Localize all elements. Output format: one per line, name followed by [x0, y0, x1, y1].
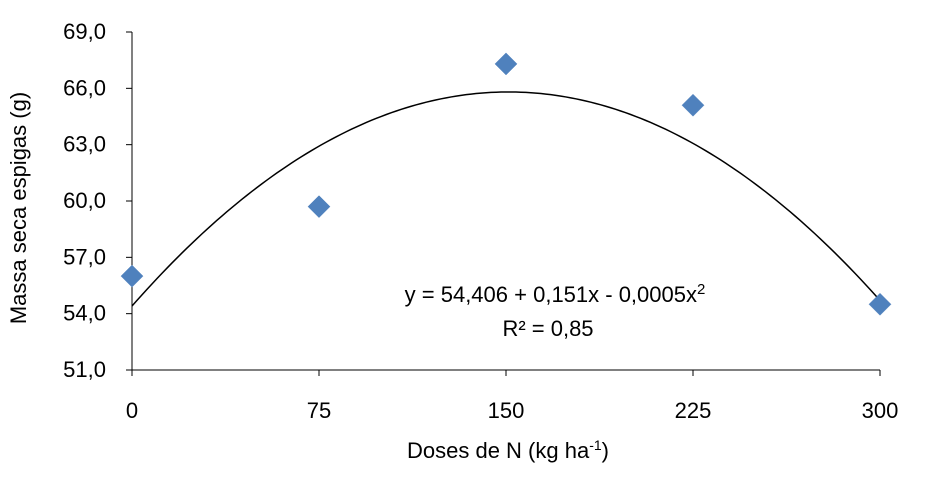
data-point — [868, 292, 892, 316]
data-points — [120, 52, 892, 316]
trendline — [131, 91, 881, 307]
x-axis: 0 75 150 225 300 — [126, 369, 899, 423]
y-tick-label: 63,0 — [63, 132, 106, 157]
data-point — [120, 264, 144, 288]
y-tick-label: 69,0 — [63, 19, 106, 44]
y-tick-label: 60,0 — [63, 188, 106, 213]
data-point — [494, 52, 518, 76]
x-tick-label: 0 — [126, 398, 138, 423]
data-point — [681, 93, 705, 117]
y-tick-label: 54,0 — [63, 301, 106, 326]
y-tick-label: 66,0 — [63, 75, 106, 100]
y-axis-title: Massa seca espigas (g) — [6, 92, 31, 324]
r-squared-label: R² = 0,85 — [502, 316, 593, 341]
x-tick-label: 225 — [675, 398, 712, 423]
x-axis-title: Doses de N (kg ha-1) — [407, 437, 609, 463]
y-axis: 51,0 54,0 57,0 60,0 63,0 66,0 69,0 — [63, 19, 133, 382]
x-tick-label: 150 — [488, 398, 525, 423]
y-tick-label: 57,0 — [63, 244, 106, 269]
x-tick-label: 75 — [307, 398, 331, 423]
x-tick-label: 300 — [862, 398, 899, 423]
y-tick-label: 51,0 — [63, 357, 106, 382]
trendline-equation: y = 54,406 + 0,151x - 0,0005x2 — [405, 281, 706, 307]
data-point — [307, 195, 331, 218]
